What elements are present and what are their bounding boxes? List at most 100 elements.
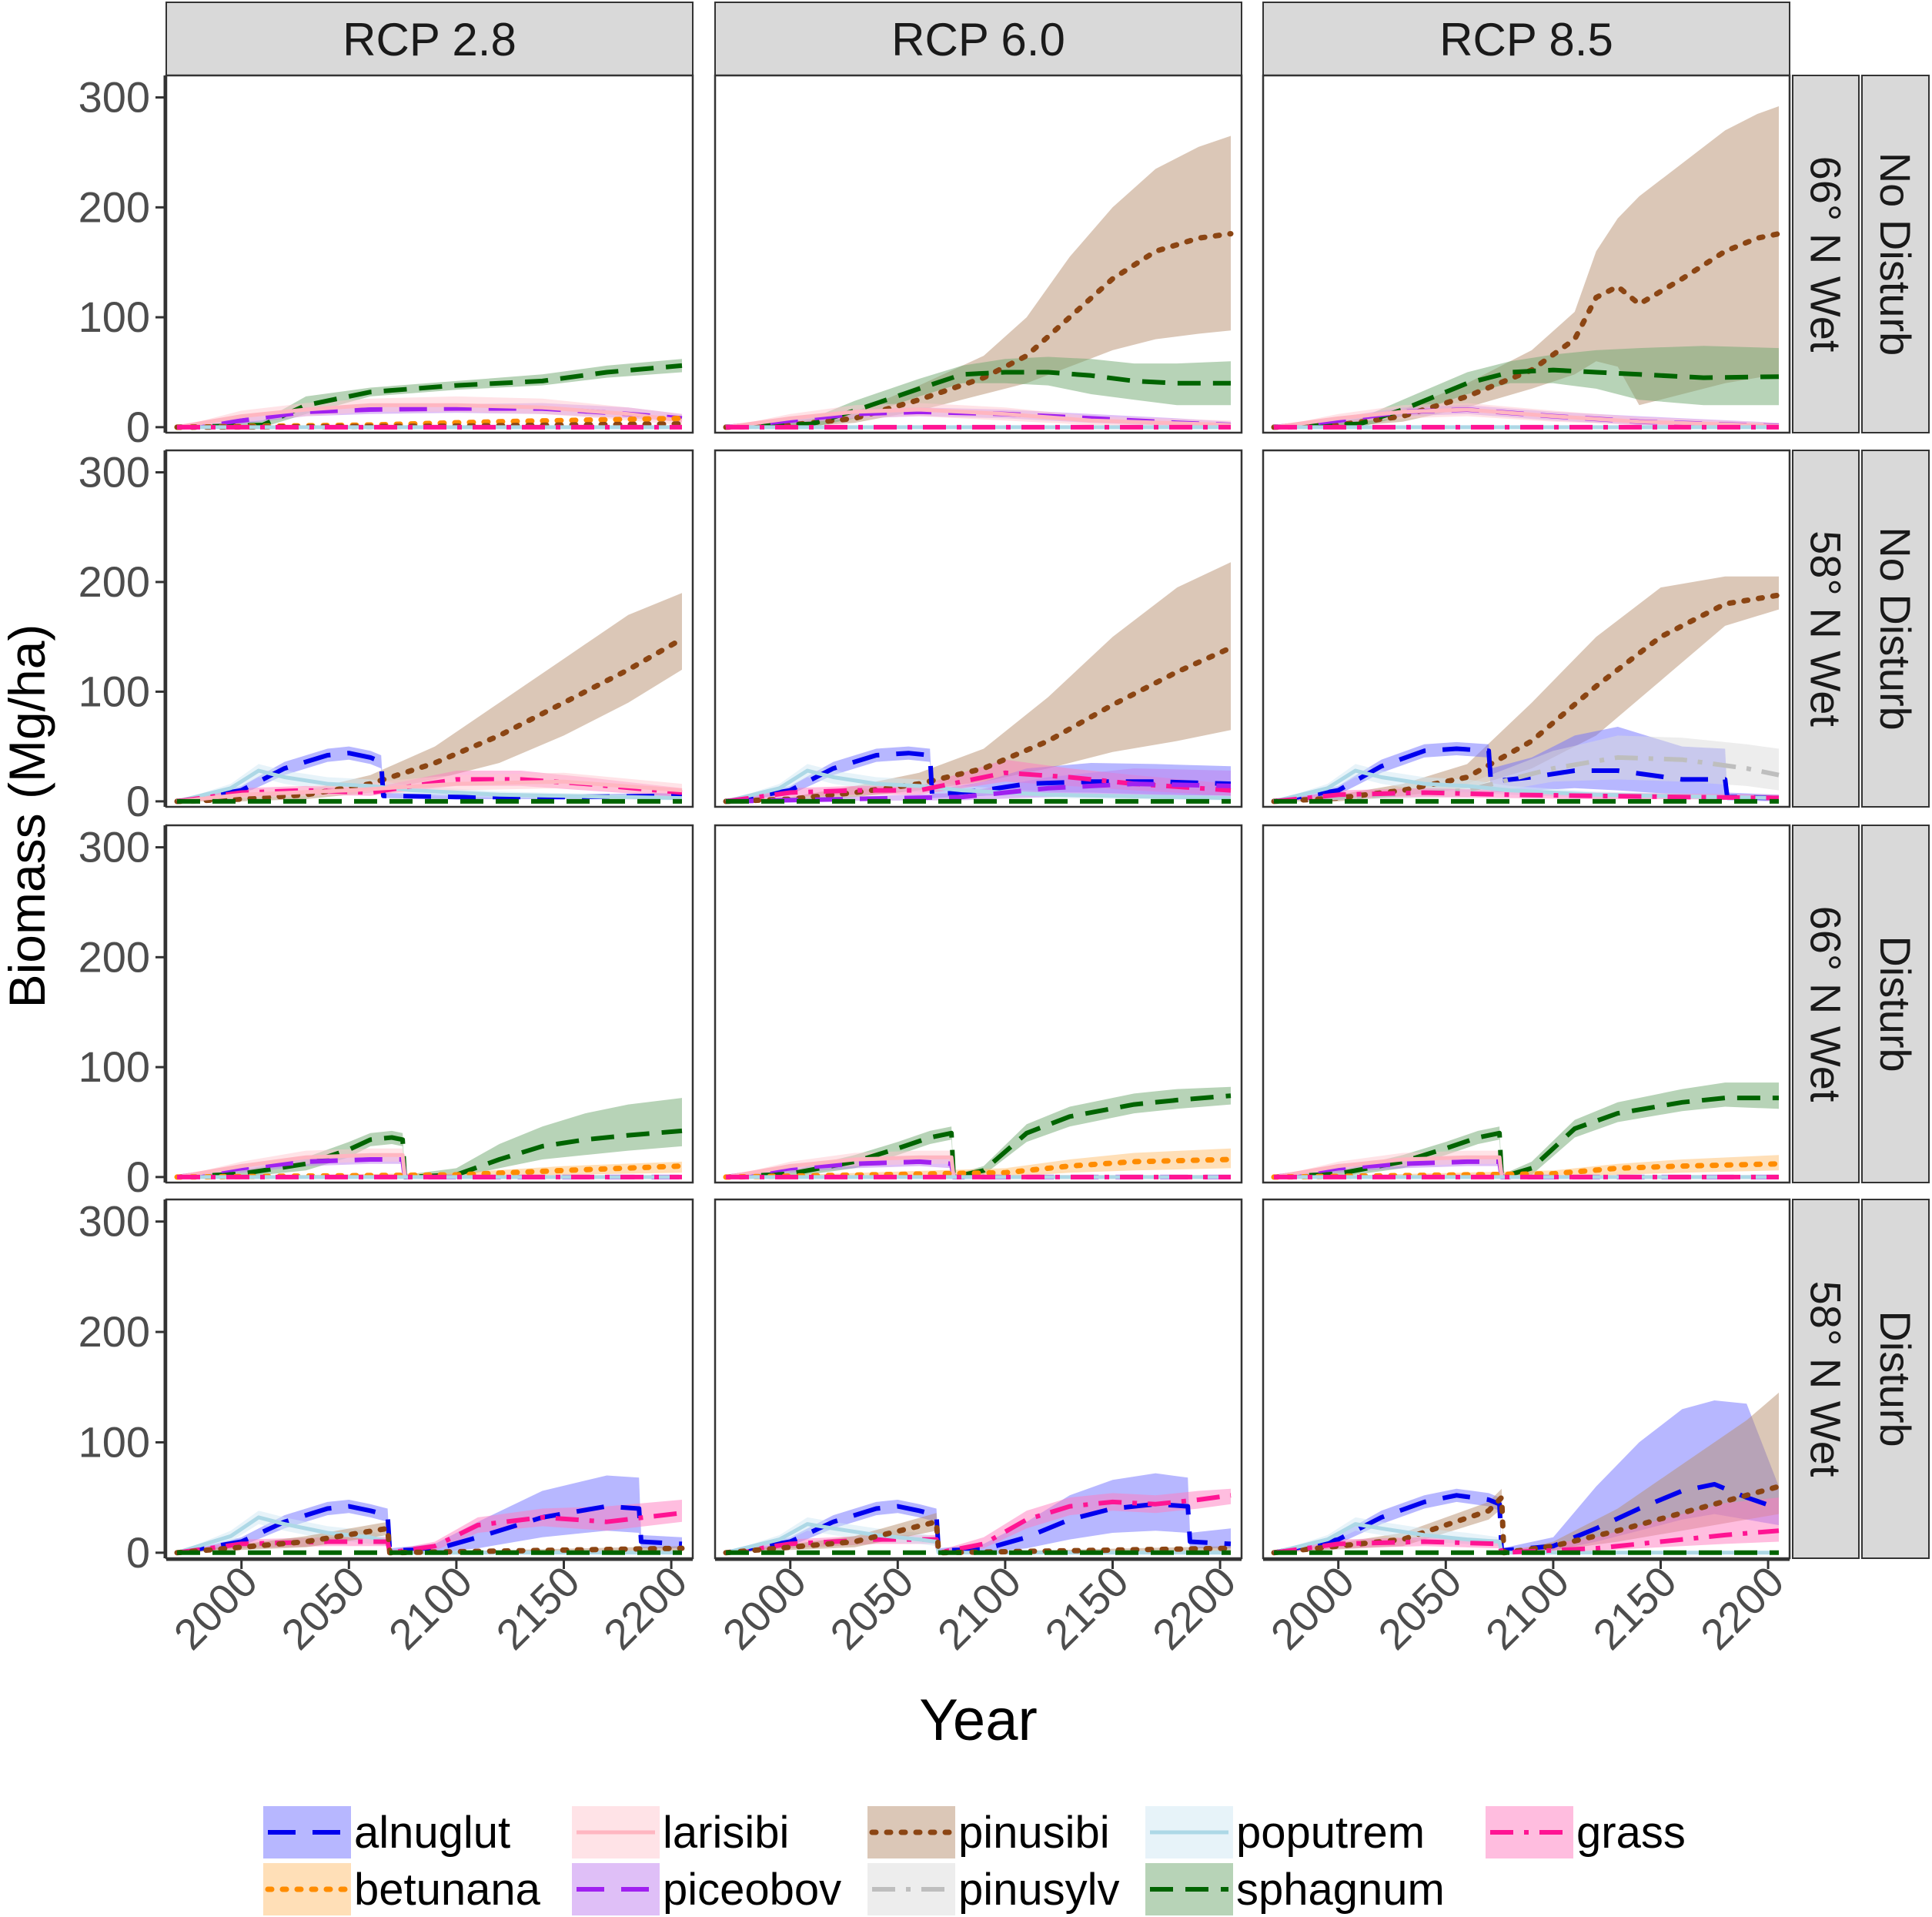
panel-plot-area: [174, 1475, 685, 1556]
panel-border: [1262, 449, 1791, 808]
band-sphagnum: [177, 1098, 682, 1177]
band-pinusibi: [1274, 106, 1779, 427]
row-strip-outer-label: Disturb: [1871, 1310, 1920, 1447]
legend-item-alnuglut: alnuglut: [263, 1806, 510, 1858]
panel-r3-c3: [1262, 824, 1791, 1184]
legend-item-piceobov: piceobov: [572, 1863, 841, 1915]
band-piceobov: [726, 768, 1231, 801]
y-tick-label: 200: [79, 557, 150, 606]
series-line-larisibi: [725, 407, 1232, 430]
panel-plot-area: [174, 359, 685, 430]
series-line-alnuglut: [176, 1504, 683, 1555]
legend-item-betunana: betunana: [263, 1863, 541, 1915]
panel-r4-c2: [714, 1198, 1243, 1560]
panel-r4-c3: [1262, 1198, 1791, 1560]
legend-label: alnuglut: [354, 1808, 510, 1858]
y-tick-label: 300: [79, 447, 150, 496]
band-grass: [1274, 1497, 1779, 1553]
y-tick-label: 100: [79, 1042, 150, 1091]
panel-border: [1262, 74, 1791, 434]
panel-r1-c1: [165, 74, 694, 434]
series-line-larisibi: [1273, 407, 1780, 430]
panel-border: [165, 824, 694, 1184]
series-line-grass: [725, 770, 1232, 804]
series-line-sphagnum: [176, 363, 683, 430]
legend-item-larisibi: larisibi: [572, 1806, 789, 1858]
series-line-piceobov: [176, 406, 683, 430]
series-line-grass: [176, 777, 683, 804]
panel-border: [1262, 1198, 1791, 1560]
y-tick-label: 0: [126, 403, 150, 451]
series-line-poputrem: [1273, 768, 1780, 804]
series-line-betunana: [1271, 1161, 1782, 1180]
panel-border: [714, 449, 1243, 808]
panel-r4-c1: [165, 1198, 694, 1560]
series-line-betunana: [174, 415, 685, 430]
row-strip-inner-label: 58° N Wet: [1802, 1281, 1850, 1477]
legend-label: sphagnum: [1236, 1865, 1445, 1915]
legend-label: larisibi: [663, 1808, 789, 1858]
panel-background: [1263, 825, 1790, 1183]
band-pinusibi: [1274, 576, 1779, 801]
y-tick-label: 300: [79, 73, 150, 122]
axes: 0100200300010020030001002003000100200300…: [79, 73, 1793, 1659]
legend-key-fill: [867, 1806, 955, 1858]
legend-key-fill: [263, 1863, 351, 1915]
panel-r1-c2: [714, 74, 1243, 434]
y-axis-title: Biomass (Mg/ha): [0, 624, 55, 1009]
series-line-pinusibi: [723, 231, 1234, 430]
series-line-alnuglut: [1273, 746, 1780, 804]
series-line-piceobov: [725, 781, 1232, 804]
row-strip-outer: [1861, 1199, 1930, 1559]
band-alnuglut: [726, 1473, 1231, 1553]
row-strip-inner: [1792, 1199, 1860, 1559]
legend-label: pinusibi: [958, 1808, 1110, 1858]
row-strip-outer: [1861, 825, 1930, 1183]
panel-border: [165, 1198, 694, 1560]
panel-r3-c1: [165, 824, 694, 1184]
y-tick-label: 200: [79, 1307, 150, 1356]
series-line-poputrem: [176, 768, 683, 804]
column-strip-label: RCP 2.8: [343, 14, 516, 65]
y-tick-label: 0: [126, 777, 150, 825]
series-line-sphagnum: [725, 1093, 1232, 1179]
panel-plot-area: [174, 1098, 685, 1180]
y-tick-label: 300: [79, 823, 150, 872]
column-strip-rcp-2-8: [165, 2, 694, 76]
series-line-betunana: [723, 1156, 1234, 1180]
legend-item-pinusibi: pinusibi: [867, 1806, 1110, 1858]
y-tick-label: 300: [79, 1197, 150, 1246]
y-tick-label: 100: [79, 667, 150, 715]
panel-plot-area: [723, 1086, 1234, 1180]
band-betunana: [726, 1148, 1231, 1177]
x-axis-title: Year: [919, 1688, 1038, 1753]
band-alnuglut: [177, 746, 682, 801]
panel-plot-area: [1271, 576, 1782, 805]
band-poputrem: [726, 1517, 1231, 1553]
column-strip-label: RCP 8.5: [1439, 14, 1613, 65]
panel-background: [166, 450, 693, 807]
series-line-alnuglut: [176, 751, 683, 804]
panel-r2-c3: [1262, 449, 1791, 808]
band-pinusibi: [1274, 1392, 1779, 1553]
legend-item-pinusylv: pinusylv: [867, 1863, 1120, 1915]
band-betunana: [1274, 1155, 1779, 1177]
row-strip-inner-label: 58° N Wet: [1802, 530, 1850, 727]
panel-plot-area: [1271, 106, 1782, 430]
panel-background: [166, 75, 693, 433]
legend-item-sphagnum: sphagnum: [1145, 1863, 1445, 1915]
y-tick-label: 0: [126, 1528, 150, 1577]
row-strip-outer: [1861, 75, 1930, 433]
legend-label: piceobov: [663, 1865, 841, 1915]
series-line-larisibi: [176, 403, 683, 430]
row-strip-outer: [1861, 450, 1930, 808]
row-strip-outer-label: No Disturb: [1871, 152, 1920, 356]
column-strip-rcp-8-5: [1262, 2, 1790, 76]
column-strip-label: RCP 6.0: [891, 14, 1065, 65]
series-line-pinusibi: [174, 636, 685, 805]
series-line-pinusibi: [1271, 1484, 1782, 1556]
legend-item-poputrem: poputrem: [1145, 1806, 1425, 1858]
series-line-pinusylv: [1273, 754, 1780, 804]
series-line-pinusibi: [723, 644, 1234, 805]
